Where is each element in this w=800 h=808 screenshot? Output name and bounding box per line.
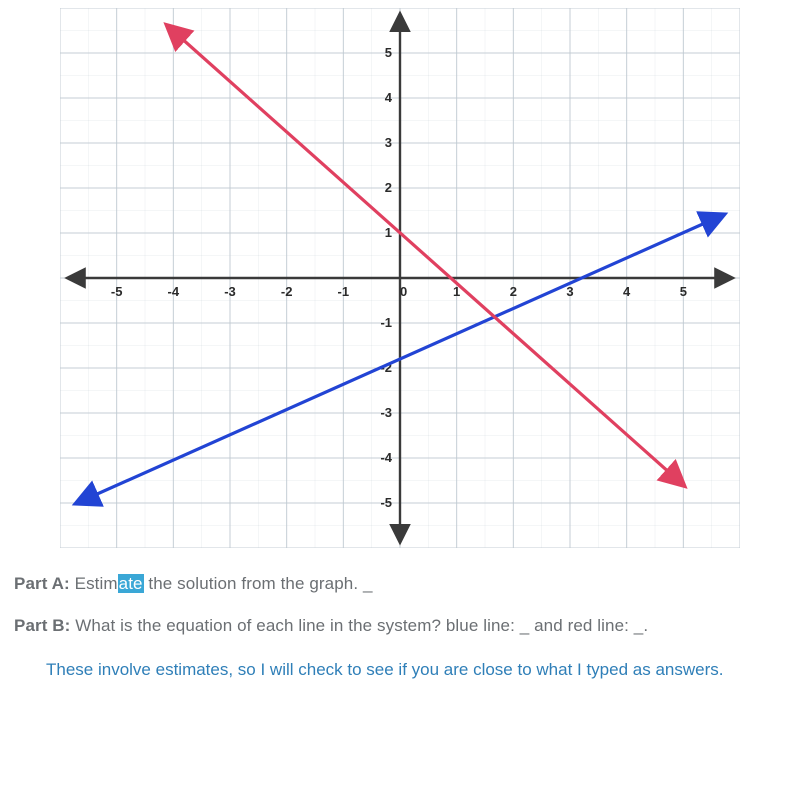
part-a-body-after: the solution from the graph. _ — [144, 574, 373, 593]
svg-text:3: 3 — [385, 135, 392, 150]
svg-text:-4: -4 — [168, 284, 180, 299]
svg-text:5: 5 — [385, 45, 392, 60]
instructor-note: These involve estimates, so I will check… — [46, 658, 766, 682]
page: -5-4-3-2-101234554321-1-2-3-4-5 Part A: … — [0, 8, 800, 808]
svg-text:2: 2 — [510, 284, 517, 299]
svg-text:0: 0 — [400, 284, 407, 299]
svg-text:2: 2 — [385, 180, 392, 195]
question-block: Part A: Estimate the solution from the g… — [14, 574, 784, 682]
part-b-label: Part B: — [14, 616, 70, 635]
svg-text:-3: -3 — [380, 405, 392, 420]
graph-svg: -5-4-3-2-101234554321-1-2-3-4-5 — [60, 8, 740, 548]
part-b-text: Part B: What is the equation of each lin… — [14, 616, 784, 636]
svg-text:-5: -5 — [111, 284, 123, 299]
svg-text:3: 3 — [566, 284, 573, 299]
svg-text:1: 1 — [385, 225, 392, 240]
svg-text:-5: -5 — [380, 495, 392, 510]
part-a-highlight: ate — [118, 574, 144, 593]
svg-text:-1: -1 — [380, 315, 392, 330]
svg-text:-4: -4 — [380, 450, 392, 465]
svg-text:4: 4 — [623, 284, 631, 299]
part-a-body-before: Estim — [70, 574, 118, 593]
svg-text:-3: -3 — [224, 284, 236, 299]
svg-text:-1: -1 — [338, 284, 350, 299]
part-b-body: What is the equation of each line in the… — [70, 616, 648, 635]
part-a-text: Part A: Estimate the solution from the g… — [14, 574, 784, 594]
coordinate-graph: -5-4-3-2-101234554321-1-2-3-4-5 — [60, 8, 740, 548]
svg-text:5: 5 — [680, 284, 687, 299]
svg-text:-2: -2 — [281, 284, 293, 299]
part-a-label: Part A: — [14, 574, 70, 593]
svg-text:4: 4 — [385, 90, 393, 105]
